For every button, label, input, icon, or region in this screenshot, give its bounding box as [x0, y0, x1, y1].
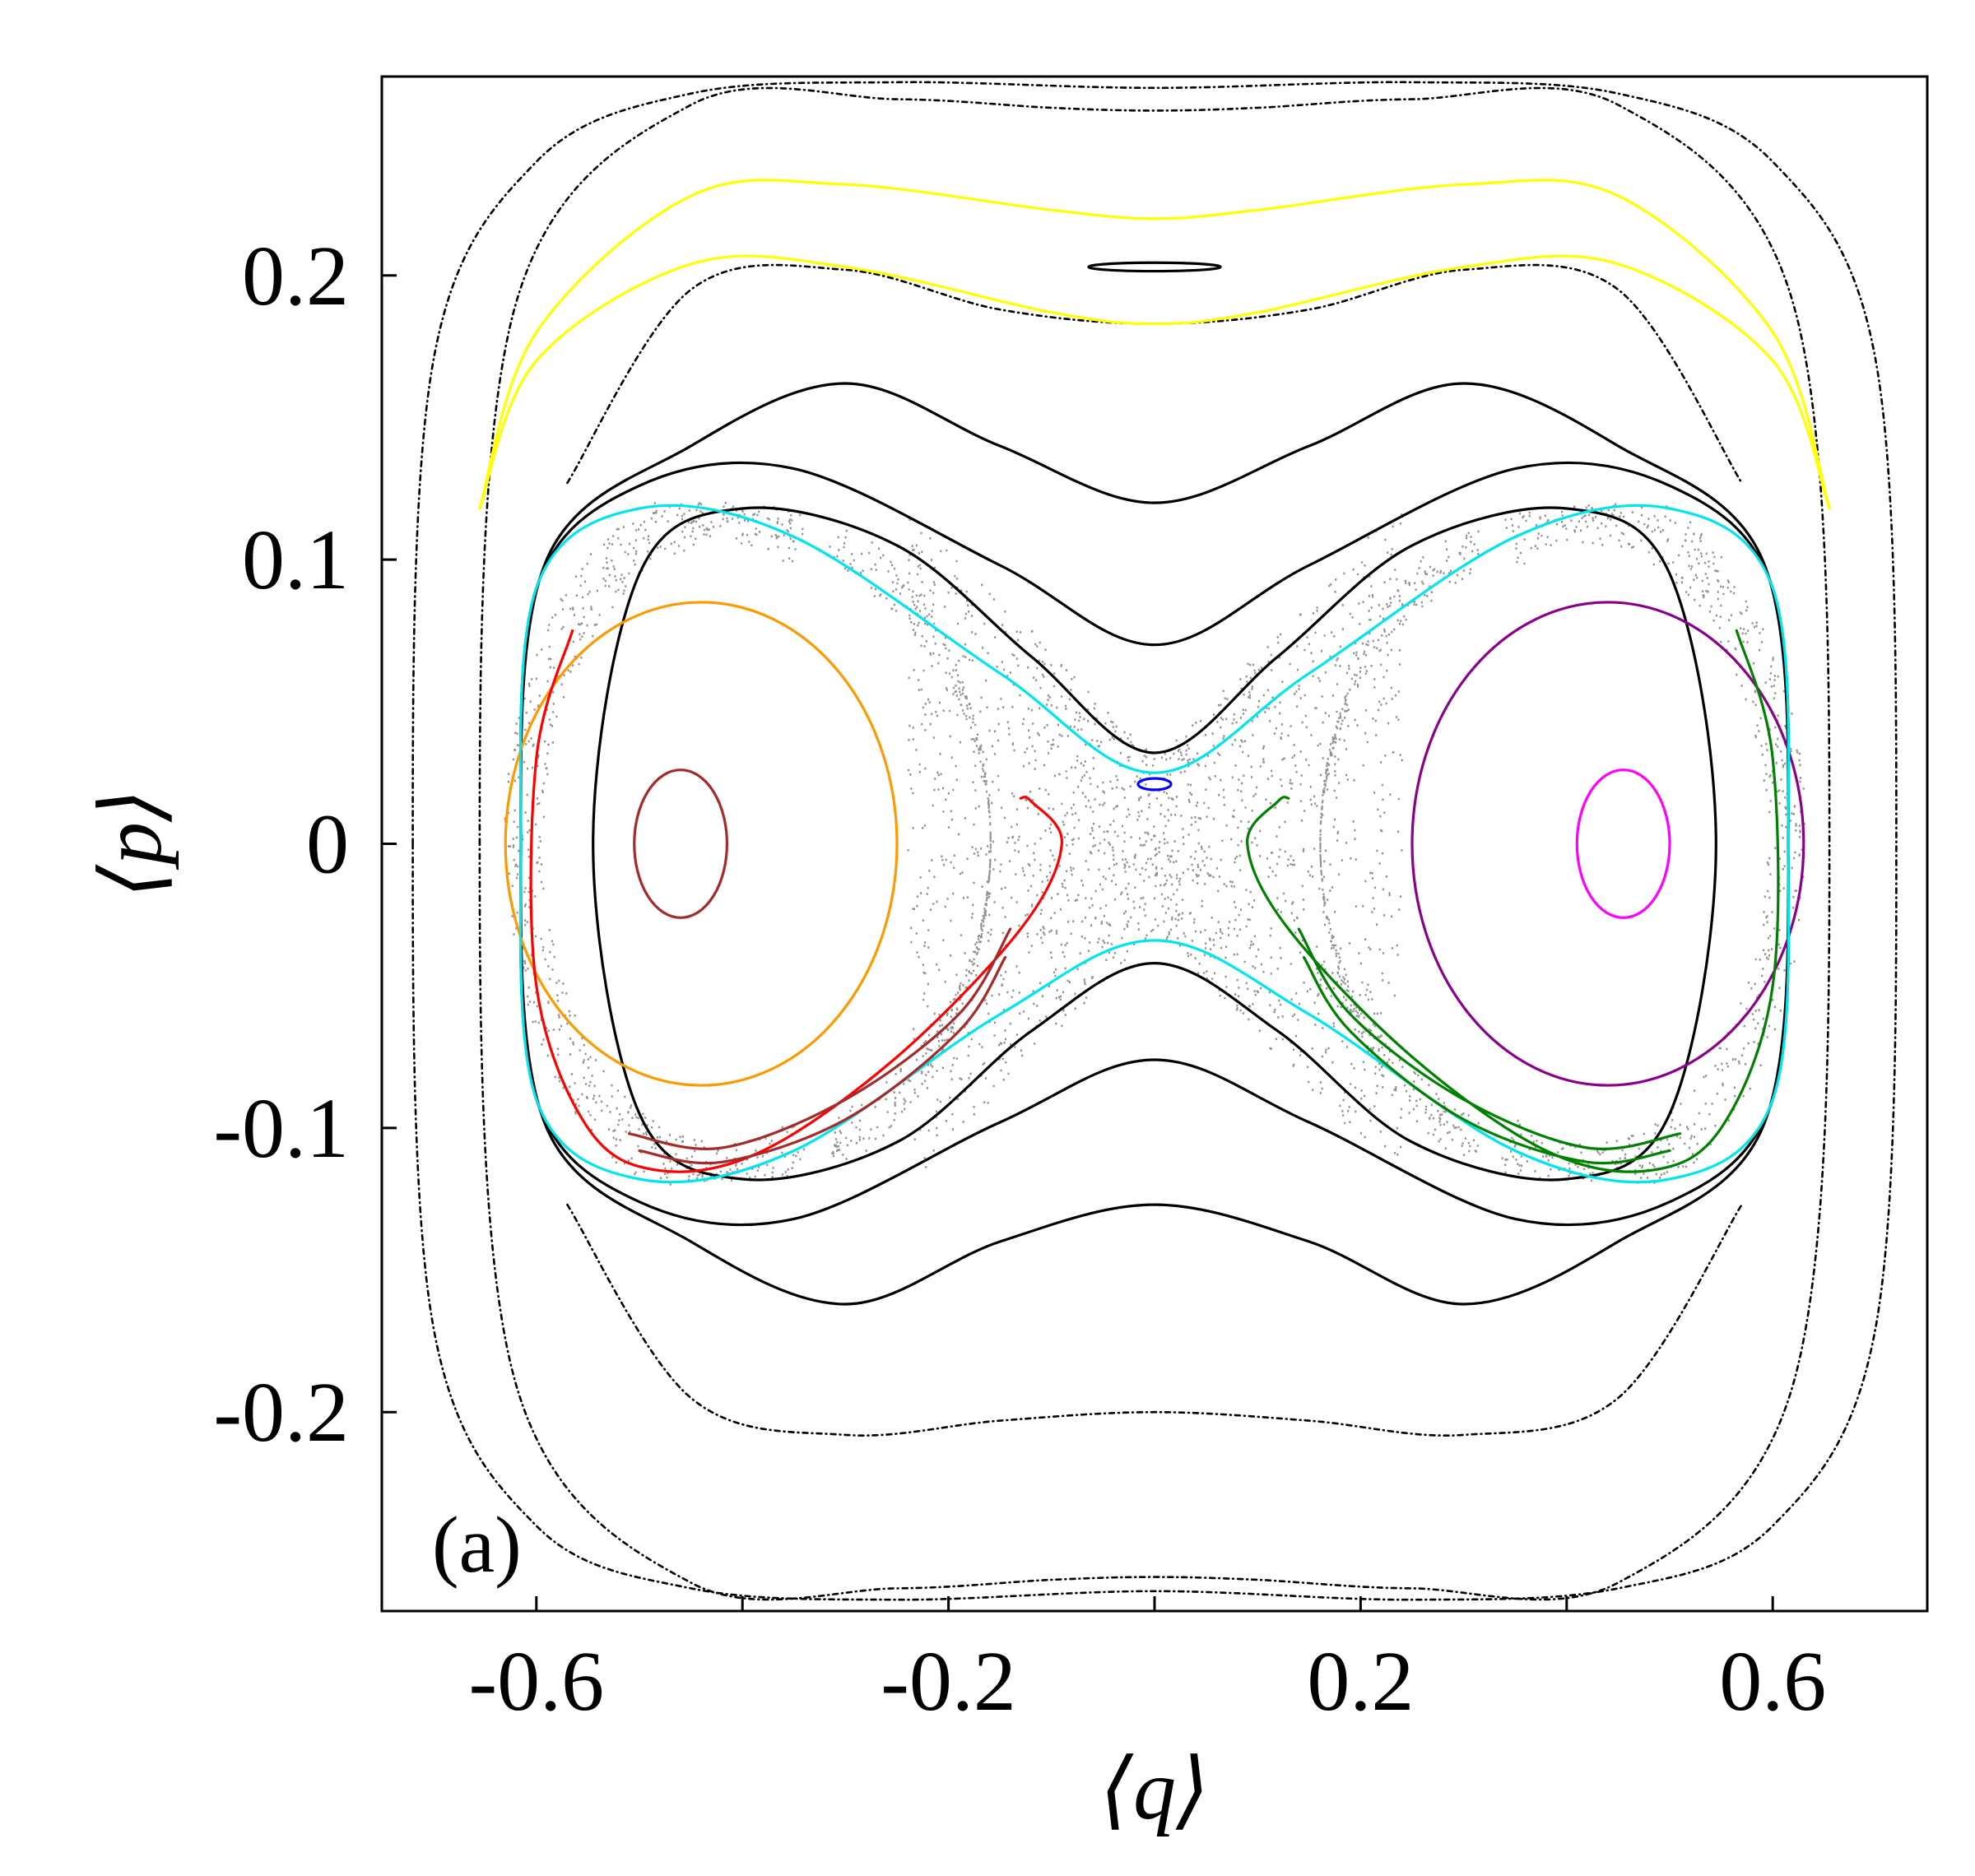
y-tick-label: 0.2 [242, 229, 349, 323]
trajectory-black [478, 86, 1831, 1601]
trajectory-black [592, 506, 1717, 1182]
trajectory-green [1246, 629, 1780, 1173]
trajectory-yellow [478, 254, 1831, 510]
x-tick-label: -0.2 [881, 1634, 1016, 1729]
trajectory-black [1087, 261, 1222, 273]
trajectory-brown [633, 769, 729, 919]
x-axis-ticks: -0.6 -0.2 0.2 0.6 [468, 1596, 1826, 1729]
trajectory-green [1302, 956, 1671, 1165]
trajectory-orange [504, 601, 899, 1087]
trajectory-purple [1410, 601, 1805, 1087]
y-axis-label: ⟨p⟩ [85, 788, 179, 898]
trajectory-brown [638, 956, 1007, 1165]
trajectory-curves [411, 81, 1898, 1601]
plot-area [411, 81, 1898, 1601]
x-tick-label: 0.2 [1307, 1634, 1414, 1729]
trajectory-cyan [518, 504, 1791, 1184]
x-axis-label: ⟨q⟩ [1099, 1743, 1209, 1837]
trajectory-black [566, 1203, 1743, 1437]
trajectory-brown [627, 927, 1012, 1150]
y-tick-label: -0.1 [213, 1081, 349, 1176]
trajectory-black [518, 461, 1791, 1227]
y-axis-ticks: -0.2 -0.1 0 0.1 0.2 [213, 229, 397, 1460]
trajectory-blue [1136, 777, 1173, 792]
y-tick-label: -0.2 [213, 1365, 349, 1460]
panel-label: (a) [432, 1501, 522, 1590]
chaotic-points [504, 501, 1805, 1186]
trajectory-yellow [478, 179, 1831, 510]
y-tick-label: 0 [306, 797, 349, 892]
x-tick-label: -0.6 [468, 1634, 604, 1729]
trajectory-black [566, 263, 1743, 485]
x-tick-label: 0.6 [1719, 1634, 1826, 1729]
y-tick-label: 0.1 [242, 513, 349, 607]
chaotic-region [504, 501, 1805, 1186]
plot-frame [380, 75, 1929, 1613]
trajectory-magenta [1575, 769, 1671, 919]
trajectory-green [1297, 927, 1682, 1150]
trajectory-red [529, 629, 1063, 1173]
trajectory-black [411, 81, 1898, 1601]
